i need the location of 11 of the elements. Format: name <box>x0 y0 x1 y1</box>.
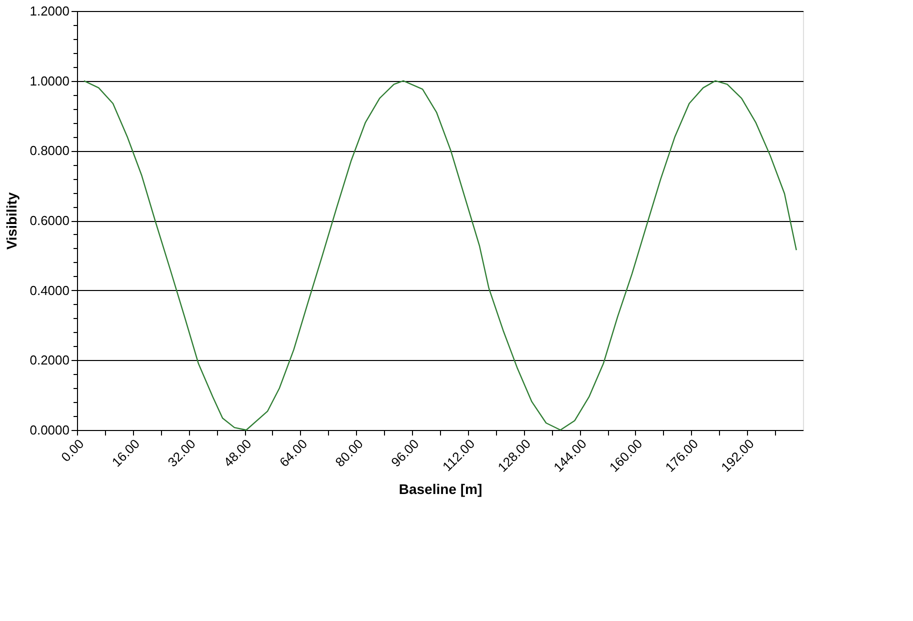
x-axis-title: Baseline [m] <box>398 480 482 497</box>
y-axis-title: Visibility <box>4 192 20 250</box>
y-tick-label: 0.0000 <box>30 422 70 438</box>
line-series <box>83 80 797 431</box>
y-tick-label: 0.4000 <box>30 282 70 298</box>
y-tick-label: 0.2000 <box>30 352 70 368</box>
y-tick-label: 0.8000 <box>30 143 70 158</box>
y-tick-label: 1.0000 <box>30 73 70 88</box>
y-tick-label: 1.2000 <box>30 4 70 18</box>
y-tick-label: 0.6000 <box>30 213 70 228</box>
x-tick-label: 0.00 <box>58 436 87 465</box>
